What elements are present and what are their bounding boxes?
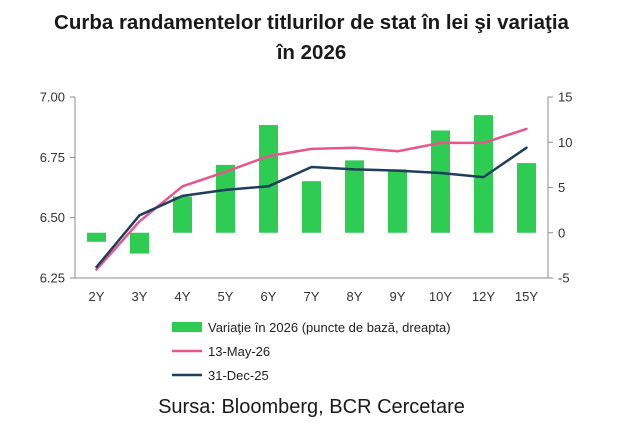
left-axis-tick-label: 6.50 (40, 210, 65, 225)
left-axis-tick-label: 6.75 (40, 150, 65, 165)
x-axis-tick-label: 15Y (515, 289, 538, 304)
legend-label-bars: Variaţie în 2026 (puncte de bază, dreapt… (208, 320, 451, 335)
x-axis-tick-label: 12Y (472, 289, 495, 304)
x-axis-tick-label: 7Y (304, 289, 320, 304)
source-note: Sursa: Bloomberg, BCR Cercetare (158, 396, 465, 418)
x-axis-tick-label: 10Y (429, 289, 452, 304)
x-axis-tick-label: 6Y (261, 289, 277, 304)
bar-variation (259, 125, 278, 233)
x-axis-tick-label: 5Y (218, 289, 234, 304)
series-line-dec25 (95, 146, 528, 269)
bar-variation (302, 181, 321, 233)
x-axis-tick-label: 4Y (175, 289, 191, 304)
right-axis-tick-label: -5 (558, 271, 570, 286)
chart-title-line-2: în 2026 (276, 41, 347, 64)
x-axis-tick-label: 3Y (132, 289, 148, 304)
right-axis-tick-label: 15 (558, 90, 572, 105)
legend-label-may26: 13-May-26 (208, 344, 270, 359)
x-axis-tick-label: 9Y (390, 289, 406, 304)
x-axis-tick-label: 2Y (89, 289, 105, 304)
chart-title: Curba randamentelor titlurilor de stat î… (0, 8, 623, 68)
x-axis-tick-label: 8Y (347, 289, 363, 304)
right-axis-tick-label: 10 (558, 135, 572, 150)
bar-variation (474, 115, 493, 233)
bar-variation (216, 164, 235, 233)
chart-title-line-1: Curba randamentelor titlurilor de stat î… (54, 11, 569, 34)
left-axis-tick-label: 7.00 (40, 90, 65, 105)
legend-label-dec25: 31-Dec-25 (208, 368, 269, 383)
bar-variation (87, 232, 106, 242)
left-axis-tick-label: 6.25 (40, 271, 65, 286)
right-axis-tick-label: 0 (558, 225, 565, 240)
legend-swatch-bars (172, 322, 202, 332)
right-axis-tick-label: 5 (558, 180, 565, 195)
series-line-may26 (95, 127, 528, 271)
bar-variation (345, 160, 364, 233)
bar-variation (431, 130, 450, 233)
bar-variation (388, 169, 407, 233)
bar-variation (130, 232, 149, 254)
bar-variation (173, 196, 192, 233)
bar-variation (517, 163, 536, 233)
